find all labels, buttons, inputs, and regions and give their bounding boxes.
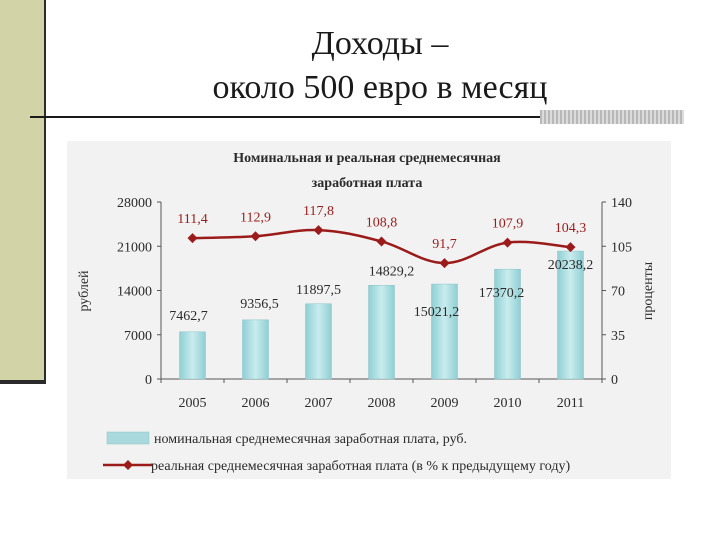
line-point-2005 — [187, 233, 198, 244]
bar-data-label: 15021,2 — [414, 305, 460, 320]
line-data-label: 111,4 — [177, 212, 207, 227]
legend-line-label: реальная среднемесячная заработная плата… — [151, 459, 570, 474]
chart-title-line2: заработная плата — [312, 176, 423, 191]
bar-2011 — [557, 250, 584, 380]
bar-2008 — [368, 285, 395, 380]
y-left-axis-label: рублей — [77, 270, 92, 312]
y-right-tick-label: 35 — [611, 329, 625, 344]
slide-title: Доходы – около 500 евро в месяц — [60, 22, 700, 110]
chart: Номинальная и реальная среднемесячная за… — [77, 151, 656, 474]
y-right-axis-label: проценты — [641, 261, 656, 320]
x-tick-label: 2005 — [179, 396, 207, 411]
y-right-tick-label: 70 — [611, 285, 625, 300]
bar-data-label: 9356,5 — [240, 297, 279, 312]
line-data-label: 112,9 — [240, 210, 271, 225]
slide-title-line2: около 500 евро в месяц — [212, 69, 548, 106]
x-tick-label: 2009 — [431, 396, 459, 411]
line-data-label: 108,8 — [366, 215, 398, 230]
bar-data-label: 7462,7 — [169, 309, 208, 324]
x-tick-label: 2011 — [557, 396, 584, 411]
line-point-2006 — [250, 231, 261, 242]
decor-side-bar-base — [0, 380, 46, 384]
decor-hatch — [540, 110, 684, 124]
decor-side-bar-edge — [44, 0, 46, 384]
x-tick-label: 2006 — [242, 396, 270, 411]
bar-data-label: 17370,2 — [479, 286, 525, 301]
bar-data-label: 11897,5 — [296, 283, 341, 298]
y-right-tick-label: 0 — [611, 373, 618, 388]
x-tick-label: 2007 — [305, 396, 333, 411]
x-tick-label: 2008 — [368, 396, 396, 411]
decor-side-bar — [0, 0, 46, 384]
title-divider — [30, 116, 684, 118]
line-point-2011 — [565, 242, 576, 253]
y-right-tick-label: 105 — [611, 240, 632, 255]
legend-bar-swatch — [106, 431, 150, 445]
bar-2010 — [494, 268, 521, 380]
y-left-tick-label: 28000 — [117, 196, 152, 211]
bar-2007 — [305, 303, 332, 380]
y-left-tick-label: 14000 — [117, 285, 152, 300]
line-data-label: 104,3 — [555, 221, 587, 236]
bar-2009 — [431, 283, 458, 380]
y-left-tick-label: 21000 — [117, 240, 152, 255]
legend-line-marker — [123, 460, 133, 470]
line-series-path — [192, 228, 571, 265]
x-tick-label: 2010 — [494, 396, 522, 411]
y-left-tick-label: 0 — [145, 373, 152, 388]
line-point-2007 — [313, 225, 324, 236]
legend-bar-label: номинальная среднемесячная заработная пл… — [154, 432, 467, 447]
line-data-label: 107,9 — [492, 217, 524, 232]
slide-title-line1: Доходы – — [311, 25, 449, 62]
line-point-2008 — [376, 236, 387, 247]
line-point-2009 — [439, 258, 450, 269]
line-point-2010 — [502, 237, 513, 248]
y-left-tick-label: 7000 — [124, 329, 152, 344]
y-right-tick-label: 140 — [611, 196, 632, 211]
line-data-label: 117,8 — [303, 204, 334, 219]
bar-2005 — [179, 331, 206, 380]
bar-data-label: 14829,2 — [369, 264, 415, 279]
chart-title-line1: Номинальная и реальная среднемесячная — [233, 151, 501, 166]
bar-2006 — [242, 319, 269, 380]
bar-data-label: 20238,2 — [548, 258, 594, 273]
line-data-label: 91,7 — [432, 237, 457, 252]
